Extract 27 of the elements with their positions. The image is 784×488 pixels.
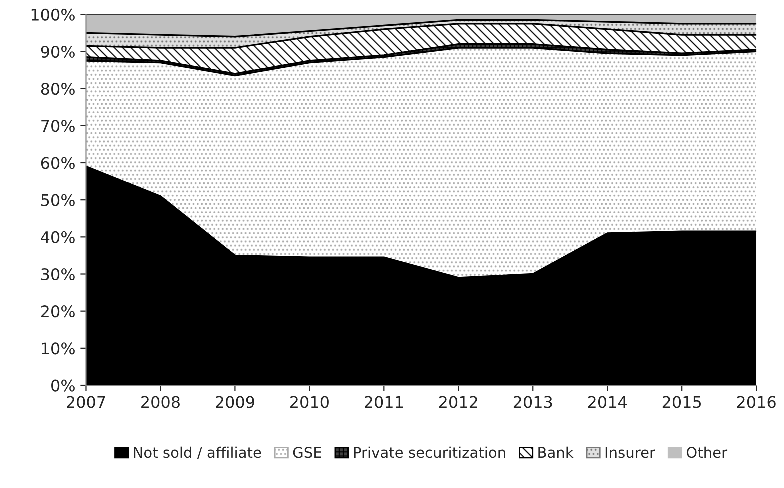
x-tick-label: 2010 (290, 396, 329, 408)
x-tick-label: 2014 (588, 396, 628, 408)
y-tick-label: 80% (41, 83, 75, 96)
x-tick-label: 2016 (737, 396, 776, 408)
y-tick-label: 90% (41, 46, 75, 58)
legend-label: Other (686, 446, 728, 458)
legend-label: Not sold / affiliate (134, 446, 262, 460)
y-tick-label: 0% (52, 380, 75, 392)
y-tick-label: 10% (42, 342, 75, 355)
y-tick-label: 60% (41, 157, 75, 170)
y-tick-label: 50% (42, 194, 75, 206)
x-tick-label: 2007 (67, 396, 106, 408)
legend-label: Bank (538, 446, 574, 458)
x-tick-label: 2009 (216, 396, 254, 408)
y-tick-label: 100% (32, 8, 75, 21)
legend-label: Insurer (606, 447, 656, 458)
x-tick-label: 2012 (439, 396, 478, 408)
legend-label: GSE (293, 447, 322, 458)
x-tick-label: 2013 (514, 396, 552, 408)
y-tick-label: 40% (41, 231, 75, 244)
legend-label: Private securitization (354, 446, 506, 458)
y-tick-label: 30% (42, 268, 75, 281)
x-tick-label: 2015 (662, 396, 702, 408)
y-tick-label: 70% (42, 120, 75, 132)
x-tick-label: 2008 (142, 396, 180, 408)
y-tick-label: 20% (41, 306, 75, 318)
x-tick-label: 2011 (365, 396, 404, 408)
